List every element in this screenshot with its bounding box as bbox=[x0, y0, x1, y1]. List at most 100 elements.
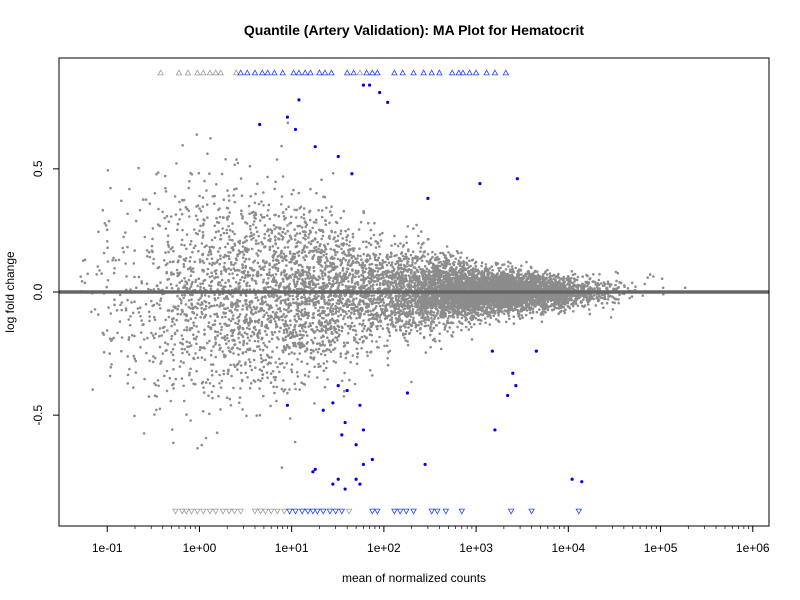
data-point bbox=[227, 254, 230, 258]
data-point bbox=[170, 324, 173, 328]
data-point bbox=[438, 332, 442, 336]
data-point bbox=[161, 352, 165, 355]
data-point bbox=[122, 235, 125, 239]
data-point bbox=[190, 326, 194, 330]
data-point bbox=[443, 325, 447, 329]
data-point bbox=[407, 332, 411, 336]
data-point bbox=[404, 329, 408, 333]
data-point bbox=[178, 281, 182, 284]
data-point bbox=[225, 342, 228, 345]
data-point bbox=[153, 318, 157, 322]
data-point bbox=[347, 251, 351, 254]
data-point bbox=[170, 337, 173, 341]
data-point bbox=[188, 328, 192, 332]
data-point bbox=[192, 270, 195, 274]
data-point bbox=[176, 312, 179, 316]
data-point bbox=[383, 313, 386, 317]
data-point bbox=[202, 391, 206, 394]
data-point bbox=[308, 302, 311, 306]
data-point bbox=[234, 281, 238, 284]
data-point bbox=[97, 230, 100, 234]
data-point bbox=[184, 259, 187, 263]
data-point bbox=[260, 320, 264, 324]
data-point bbox=[190, 270, 193, 273]
data-point bbox=[387, 329, 390, 333]
data-point bbox=[358, 247, 361, 250]
data-point bbox=[378, 304, 382, 308]
data-point bbox=[329, 270, 333, 273]
data-point bbox=[588, 312, 592, 316]
data-point bbox=[153, 315, 156, 319]
data-point bbox=[334, 311, 338, 315]
data-point bbox=[238, 341, 242, 344]
data-point bbox=[602, 281, 606, 284]
data-point bbox=[444, 259, 448, 262]
data-point bbox=[164, 227, 168, 230]
data-point bbox=[261, 377, 264, 380]
data-point bbox=[320, 255, 323, 259]
data-point bbox=[354, 275, 357, 279]
data-point bbox=[284, 338, 287, 342]
data-point bbox=[226, 242, 230, 245]
data-point bbox=[228, 397, 232, 401]
data-point bbox=[246, 270, 250, 274]
data-point bbox=[470, 325, 473, 329]
data-point bbox=[401, 245, 405, 248]
data-point bbox=[384, 260, 387, 264]
data-point bbox=[138, 208, 142, 212]
data-point bbox=[208, 412, 211, 416]
data-point bbox=[218, 246, 222, 250]
data-point bbox=[256, 261, 260, 265]
data-point bbox=[577, 296, 581, 300]
data-point bbox=[201, 410, 205, 413]
data-point bbox=[404, 332, 407, 336]
data-point bbox=[245, 414, 248, 418]
data-point bbox=[254, 320, 257, 324]
data-point bbox=[194, 382, 197, 386]
data-point bbox=[210, 271, 213, 275]
data-point bbox=[345, 239, 349, 242]
data-point bbox=[293, 352, 296, 355]
data-point bbox=[313, 336, 317, 340]
data-point bbox=[397, 298, 400, 302]
data-point bbox=[199, 345, 202, 349]
data-point bbox=[408, 295, 412, 299]
data-point bbox=[281, 259, 284, 263]
data-point bbox=[268, 268, 271, 271]
data-point bbox=[208, 275, 212, 279]
data-point bbox=[336, 234, 340, 238]
data-point bbox=[296, 297, 299, 301]
data-point bbox=[265, 353, 269, 357]
data-point bbox=[309, 351, 313, 355]
data-point bbox=[270, 331, 274, 334]
data-point bbox=[171, 428, 174, 431]
data-point bbox=[512, 322, 516, 325]
data-point bbox=[144, 198, 148, 201]
data-point bbox=[146, 336, 149, 340]
data-point bbox=[263, 344, 267, 347]
data-point bbox=[321, 234, 325, 238]
data-point bbox=[294, 345, 298, 348]
data-point bbox=[200, 242, 204, 245]
data-point bbox=[336, 319, 340, 323]
data-point bbox=[238, 396, 242, 399]
data-point bbox=[194, 316, 197, 320]
data-point bbox=[225, 333, 229, 337]
data-point bbox=[166, 278, 169, 281]
data-point bbox=[190, 378, 193, 382]
data-point bbox=[267, 277, 270, 280]
data-point bbox=[199, 209, 203, 213]
data-point bbox=[337, 310, 341, 313]
data-point bbox=[248, 212, 251, 216]
data-point bbox=[271, 350, 274, 353]
data-point bbox=[646, 276, 649, 279]
data-point bbox=[213, 262, 216, 265]
data-point bbox=[304, 230, 307, 234]
data-point bbox=[198, 260, 202, 264]
data-point bbox=[281, 318, 284, 322]
data-point bbox=[204, 381, 208, 384]
data-point bbox=[354, 333, 358, 337]
data-point bbox=[228, 211, 231, 214]
data-point bbox=[382, 301, 386, 305]
data-point bbox=[266, 285, 270, 289]
